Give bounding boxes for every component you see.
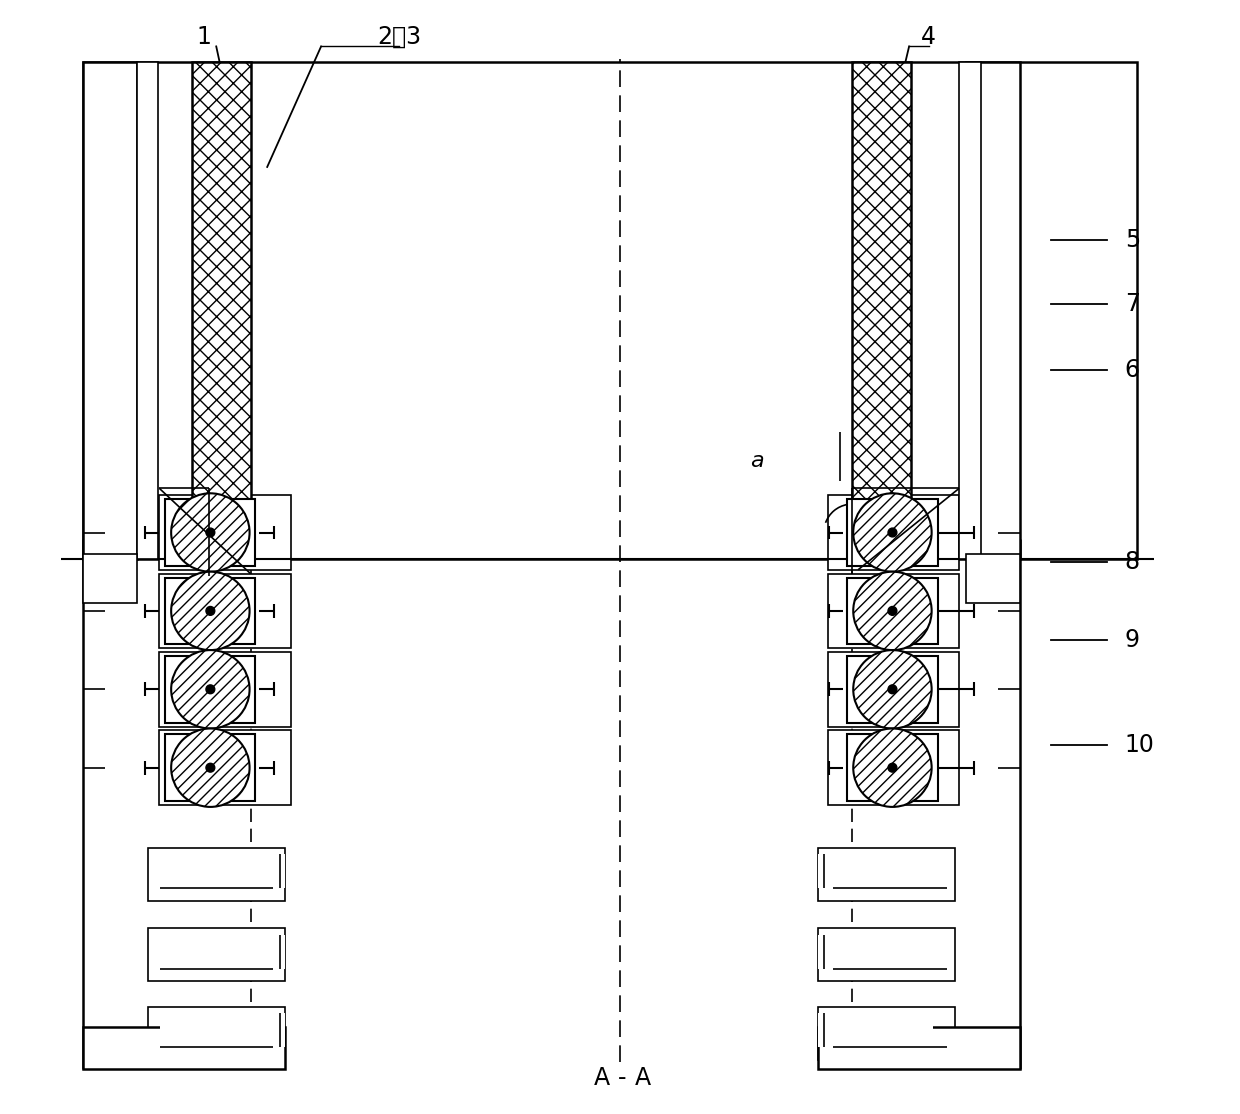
Text: 9: 9: [1125, 628, 1140, 653]
Bar: [83, 62, 1137, 559]
Bar: [148, 928, 285, 981]
Bar: [148, 848, 285, 901]
Bar: [83, 554, 136, 603]
Circle shape: [888, 606, 897, 615]
Text: 7: 7: [1125, 292, 1140, 316]
Bar: [160, 935, 285, 968]
Circle shape: [853, 651, 931, 729]
Bar: [966, 554, 1019, 603]
Bar: [165, 656, 255, 723]
Text: -: -: [618, 1066, 626, 1091]
Bar: [818, 928, 955, 981]
Bar: [148, 1007, 285, 1059]
Bar: [847, 734, 937, 801]
Text: 6: 6: [1125, 358, 1140, 382]
Bar: [828, 574, 959, 648]
Bar: [160, 854, 285, 888]
Text: 2、3: 2、3: [377, 25, 422, 49]
Bar: [165, 499, 255, 566]
Bar: [852, 62, 911, 559]
Circle shape: [206, 685, 215, 694]
Bar: [852, 62, 911, 559]
Bar: [818, 854, 932, 888]
Bar: [818, 935, 932, 968]
Bar: [828, 496, 959, 569]
Bar: [818, 848, 955, 901]
Circle shape: [206, 528, 215, 537]
Circle shape: [888, 763, 897, 772]
Bar: [847, 577, 937, 644]
Circle shape: [206, 606, 215, 615]
Circle shape: [888, 528, 897, 537]
Bar: [160, 1014, 285, 1047]
Bar: [192, 62, 250, 559]
Text: 10: 10: [1125, 733, 1154, 758]
Text: 1: 1: [196, 25, 211, 49]
Text: a: a: [750, 451, 764, 471]
Circle shape: [853, 494, 931, 571]
Circle shape: [171, 494, 249, 571]
Circle shape: [888, 685, 897, 694]
Bar: [818, 1027, 1019, 1068]
Text: 4: 4: [921, 25, 936, 49]
Circle shape: [206, 763, 215, 772]
Circle shape: [171, 651, 249, 729]
Text: A: A: [635, 1066, 651, 1091]
Bar: [136, 62, 159, 559]
Text: 8: 8: [1125, 550, 1140, 574]
Bar: [818, 1007, 955, 1059]
Bar: [847, 656, 937, 723]
Bar: [959, 62, 981, 559]
Bar: [160, 652, 290, 726]
Bar: [165, 577, 255, 644]
Text: A: A: [594, 1066, 610, 1091]
Bar: [966, 62, 1019, 559]
Circle shape: [171, 729, 249, 807]
Bar: [83, 1027, 285, 1068]
Bar: [818, 1014, 932, 1047]
Bar: [847, 499, 937, 566]
Bar: [160, 496, 290, 569]
Circle shape: [853, 571, 931, 651]
Bar: [165, 734, 255, 801]
Bar: [828, 652, 959, 726]
Bar: [160, 574, 290, 648]
Bar: [828, 731, 959, 805]
Bar: [192, 62, 250, 559]
Circle shape: [853, 729, 931, 807]
Text: 5: 5: [1125, 228, 1140, 253]
Bar: [160, 731, 290, 805]
Bar: [83, 62, 136, 559]
Circle shape: [171, 571, 249, 651]
